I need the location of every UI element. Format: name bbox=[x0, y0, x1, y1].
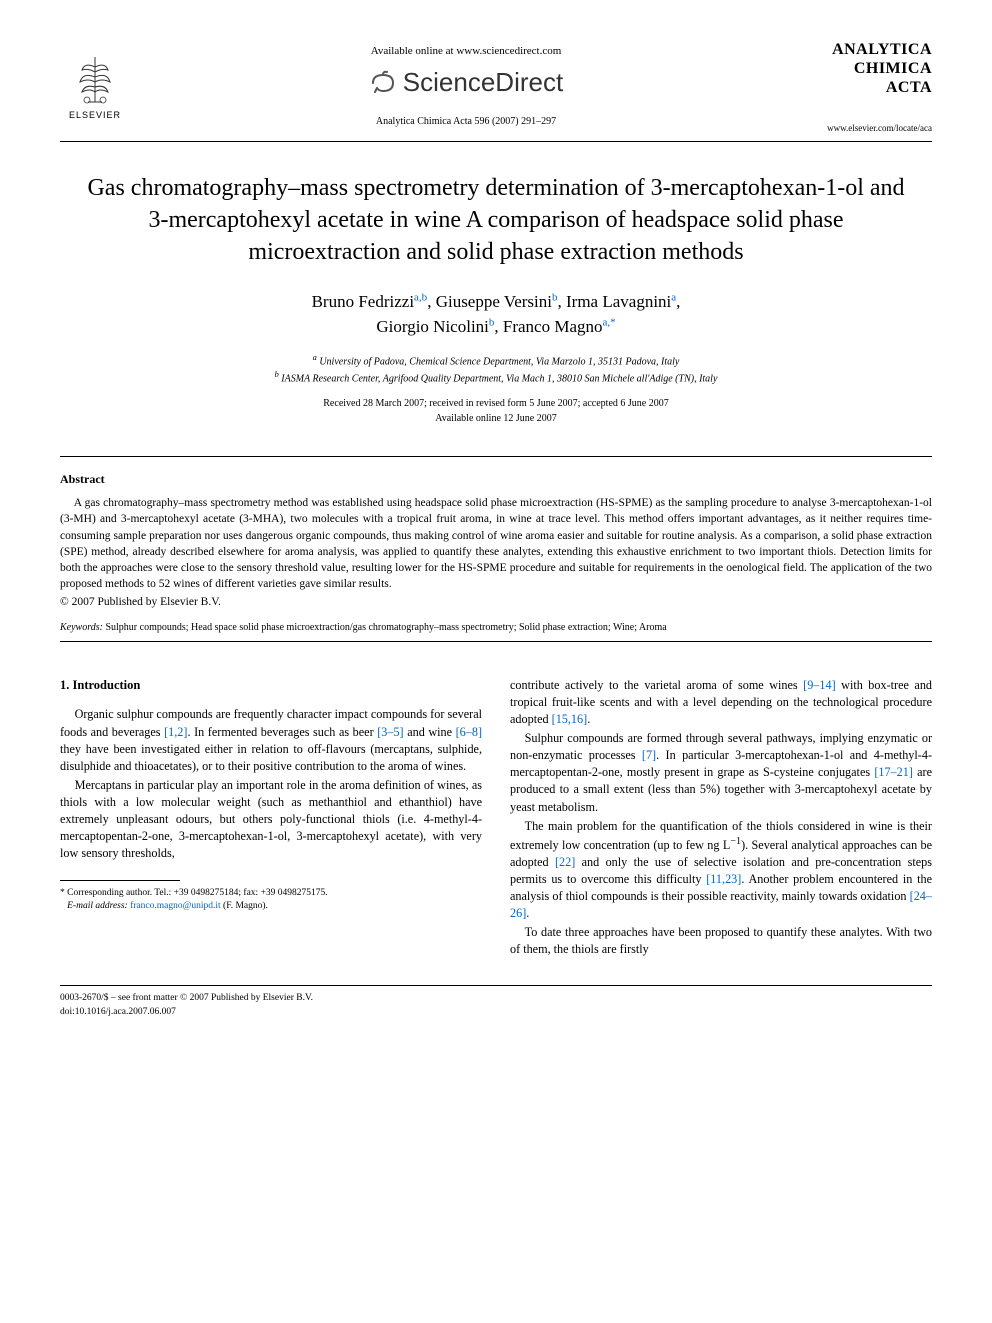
keywords: Keywords: Sulphur compounds; Head space … bbox=[60, 622, 932, 633]
ref-22[interactable]: [22] bbox=[555, 855, 575, 869]
affiliation-a: a University of Padova, Chemical Science… bbox=[60, 352, 932, 369]
sciencedirect-icon bbox=[369, 69, 397, 97]
author-3-aff[interactable]: a bbox=[671, 291, 676, 303]
elsevier-logo: ELSEVIER bbox=[60, 40, 130, 120]
author-4-aff[interactable]: b bbox=[489, 317, 495, 329]
body-columns: 1. Introduction Organic sulphur compound… bbox=[60, 677, 932, 960]
corr-author-email-line: E-mail address: franco.magno@unipd.it (F… bbox=[60, 900, 482, 913]
sciencedirect-logo: ScienceDirect bbox=[130, 67, 802, 98]
author-4: Giorgio Nicolini bbox=[376, 317, 489, 336]
ref-3-5[interactable]: [3–5] bbox=[377, 725, 403, 739]
intro-p5: To date three approaches have been propo… bbox=[510, 924, 932, 958]
right-column: contribute actively to the varietal arom… bbox=[510, 677, 932, 960]
footer-divider bbox=[60, 985, 932, 986]
author-1-aff[interactable]: a,b bbox=[414, 291, 427, 303]
author-3: Irma Lavagnini bbox=[566, 292, 671, 311]
author-2-aff[interactable]: b bbox=[552, 291, 558, 303]
elsevier-label: ELSEVIER bbox=[69, 110, 121, 120]
author-5-aff[interactable]: a, bbox=[603, 317, 611, 329]
author-2: Giuseppe Versini bbox=[436, 292, 552, 311]
ref-11-23[interactable]: [11,23] bbox=[706, 872, 741, 886]
journal-url: www.elsevier.com/locate/aca bbox=[802, 123, 932, 133]
footnote-divider bbox=[60, 880, 180, 881]
article-title: Gas chromatography–mass spectrometry det… bbox=[60, 172, 932, 269]
author-5: Franco Magno bbox=[503, 317, 603, 336]
page-header: ELSEVIER Available online at www.science… bbox=[60, 40, 932, 133]
author-1: Bruno Fedrizzi bbox=[312, 292, 414, 311]
abstract-top-divider bbox=[60, 456, 932, 457]
intro-p2: Mercaptans in particular play an importa… bbox=[60, 777, 482, 862]
abstract-heading: Abstract bbox=[60, 472, 932, 487]
received-date: Received 28 March 2007; received in revi… bbox=[60, 396, 932, 411]
abstract-text: A gas chromatography–mass spectrometry m… bbox=[60, 495, 932, 592]
author-5-corr[interactable]: * bbox=[610, 317, 616, 329]
ref-7[interactable]: [7] bbox=[642, 748, 656, 762]
corr-author-contact: * Corresponding author. Tel.: +39 049827… bbox=[60, 887, 482, 900]
intro-p4: The main problem for the quantification … bbox=[510, 818, 932, 923]
elsevier-tree-icon bbox=[70, 52, 120, 107]
center-header: Available online at www.sciencedirect.co… bbox=[130, 40, 802, 127]
article-dates: Received 28 March 2007; received in revi… bbox=[60, 396, 932, 426]
left-column: 1. Introduction Organic sulphur compound… bbox=[60, 677, 482, 960]
corr-email-link[interactable]: franco.magno@unipd.it bbox=[130, 901, 221, 911]
ref-1-2[interactable]: [1,2] bbox=[164, 725, 187, 739]
ref-6-8[interactable]: [6–8] bbox=[456, 725, 482, 739]
corr-email-name: (F. Magno). bbox=[223, 901, 268, 911]
journal-brand: ANALYTICA CHIMICA ACTA www.elsevier.com/… bbox=[802, 40, 932, 133]
authors-list: Bruno Fedrizzia,b, Giuseppe Versinib, Ir… bbox=[60, 289, 932, 340]
abstract-bottom-divider bbox=[60, 641, 932, 642]
intro-p3: Sulphur compounds are formed through sev… bbox=[510, 730, 932, 815]
journal-reference: Analytica Chimica Acta 596 (2007) 291–29… bbox=[130, 116, 802, 127]
affiliations: a University of Padova, Chemical Science… bbox=[60, 352, 932, 387]
footer-doi: doi:10.1016/j.aca.2007.06.007 bbox=[60, 1006, 932, 1019]
section-1-heading: 1. Introduction bbox=[60, 677, 482, 695]
corresponding-author-footnote: * Corresponding author. Tel.: +39 049827… bbox=[60, 887, 482, 914]
intro-p1: Organic sulphur compounds are frequently… bbox=[60, 706, 482, 774]
footer-issn: 0003-2670/$ – see front matter © 2007 Pu… bbox=[60, 992, 932, 1005]
available-online-text: Available online at www.sciencedirect.co… bbox=[130, 45, 802, 57]
intro-p2-cont: contribute actively to the varietal arom… bbox=[510, 677, 932, 728]
sciencedirect-text: ScienceDirect bbox=[403, 67, 563, 98]
email-label: E-mail address: bbox=[67, 901, 128, 911]
ref-15-16[interactable]: [15,16] bbox=[552, 712, 588, 726]
journal-name: ANALYTICA CHIMICA ACTA bbox=[802, 40, 932, 98]
affiliation-b: b IASMA Research Center, Agrifood Qualit… bbox=[60, 369, 932, 386]
online-date: Available online 12 June 2007 bbox=[60, 411, 932, 426]
keywords-text: Sulphur compounds; Head space solid phas… bbox=[105, 622, 666, 633]
header-divider bbox=[60, 141, 932, 142]
ref-9-14[interactable]: [9–14] bbox=[803, 678, 836, 692]
abstract-copyright: © 2007 Published by Elsevier B.V. bbox=[60, 596, 932, 608]
footer: 0003-2670/$ – see front matter © 2007 Pu… bbox=[60, 992, 932, 1019]
keywords-label: Keywords: bbox=[60, 622, 103, 633]
ref-17-21[interactable]: [17–21] bbox=[874, 765, 913, 779]
